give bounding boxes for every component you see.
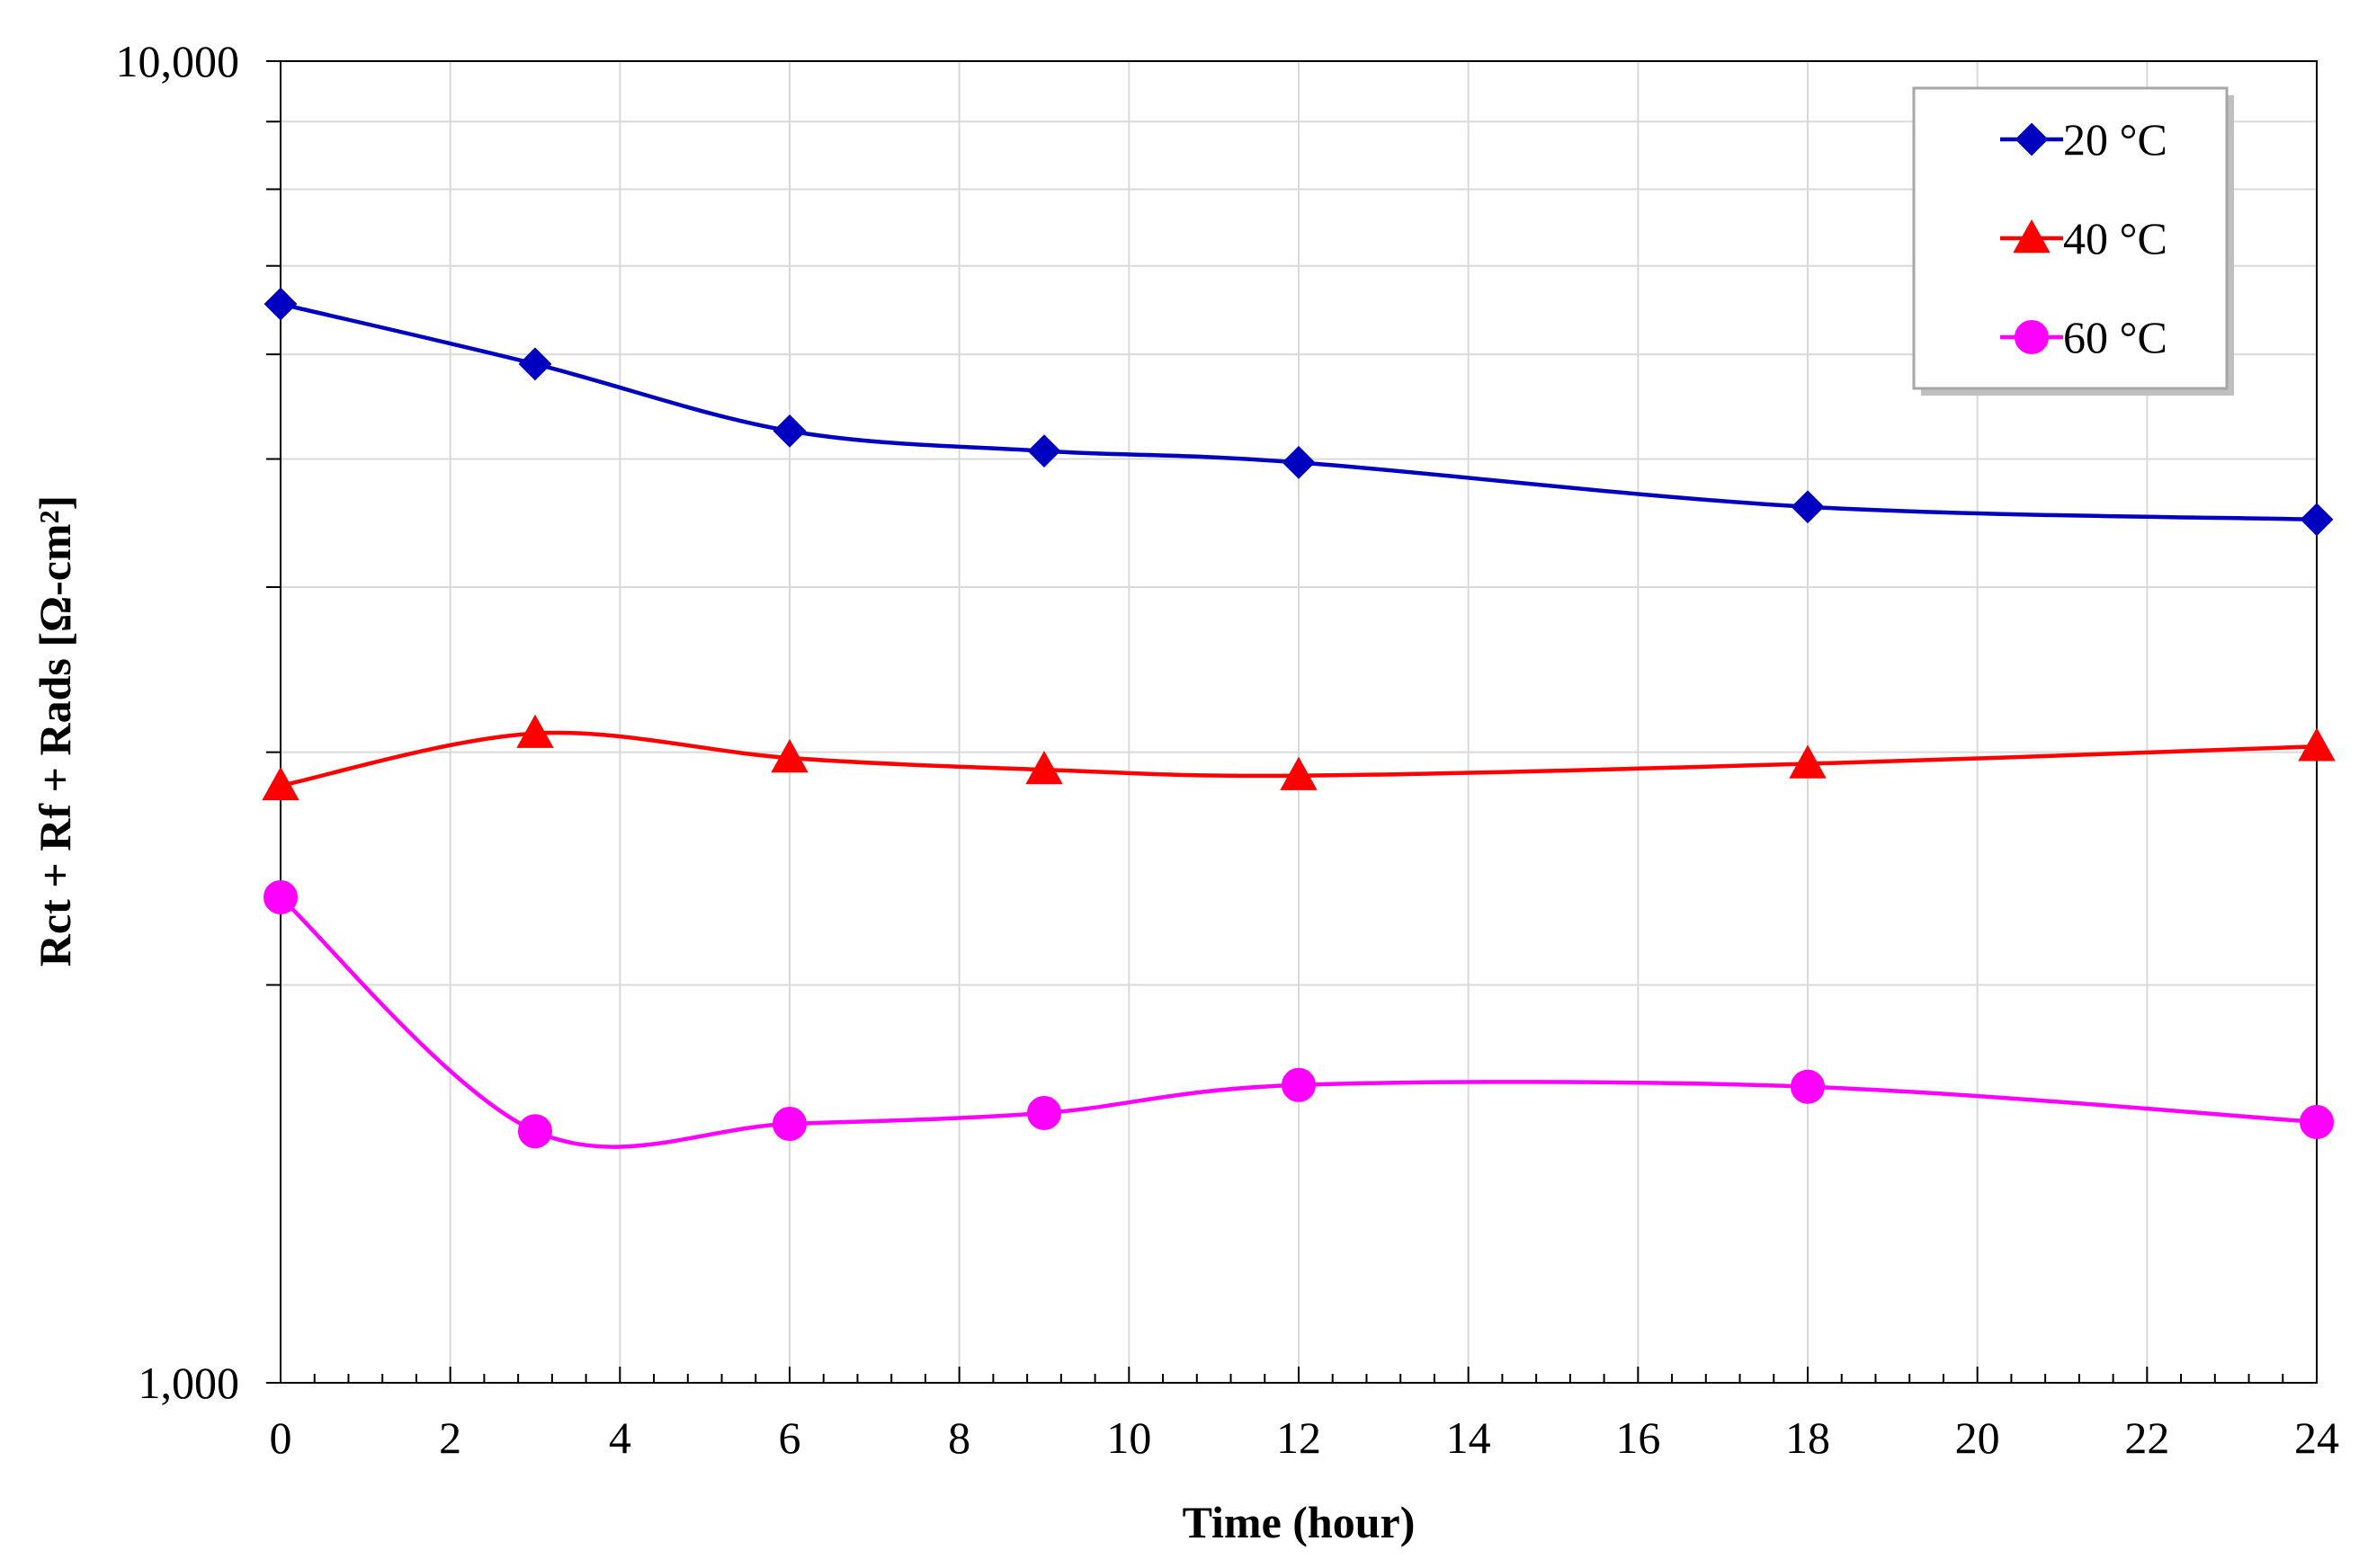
data-point (518, 347, 552, 381)
data-point (1791, 490, 1825, 524)
legend: 20 °C 40 °C 60 °C (1912, 86, 2234, 396)
y-axis-title: Rct + Rf + Rads [Ω-cm²] (30, 495, 80, 967)
axis-ticks (266, 60, 2318, 1384)
x-tick-label: 4 (609, 1412, 631, 1463)
x-axis-title: Time (hour) (1183, 1497, 1416, 1547)
data-point (1791, 1069, 1825, 1104)
legend-marker (2015, 320, 2049, 354)
data-point (773, 414, 807, 448)
y-tick-label: 1,000 (139, 1358, 240, 1408)
x-tick-label: 14 (1446, 1412, 1491, 1463)
x-tick-label: 16 (1615, 1412, 1660, 1463)
data-point (773, 1107, 807, 1142)
x-tick-label: 20 (1955, 1412, 2000, 1463)
x-tick-label: 12 (1276, 1412, 1321, 1463)
x-tick-label: 0 (270, 1412, 292, 1463)
x-tick-label: 22 (2124, 1412, 2169, 1463)
series-1 (262, 714, 2336, 801)
x-tick-label: 24 (2294, 1412, 2339, 1463)
data-point (1027, 1095, 1061, 1130)
data-point (771, 738, 809, 773)
data-point (1025, 751, 1063, 785)
legend-marker (2013, 218, 2051, 254)
legend-label: 40 °C (2063, 213, 2167, 263)
x-tick-label: 10 (1106, 1412, 1151, 1463)
x-tick-label: 8 (948, 1412, 970, 1463)
data-point (1027, 434, 1061, 468)
y-tick-label: 10,000 (116, 36, 240, 86)
data-point (264, 287, 298, 321)
series-0 (264, 287, 2334, 537)
data-point (264, 879, 298, 914)
data-point (2300, 1104, 2334, 1139)
x-tick-label: 18 (1785, 1412, 1830, 1463)
data-point (1282, 1067, 1316, 1102)
data-point (2298, 727, 2336, 762)
legend-label: 20 °C (2063, 114, 2167, 165)
data-point (516, 714, 554, 748)
legend-marker (2015, 122, 2049, 156)
x-tick-label: 2 (439, 1412, 461, 1463)
data-point (2300, 503, 2334, 537)
legend-box (1912, 86, 2229, 390)
data-point (518, 1114, 552, 1149)
series-layer (262, 287, 2336, 1149)
series-2 (264, 879, 2334, 1149)
data-point (262, 766, 299, 801)
data-point (1282, 445, 1316, 479)
legend-label: 60 °C (2063, 312, 2167, 362)
data-point (1280, 756, 1318, 790)
x-tick-label: 6 (779, 1412, 801, 1463)
data-point (1789, 744, 1827, 779)
